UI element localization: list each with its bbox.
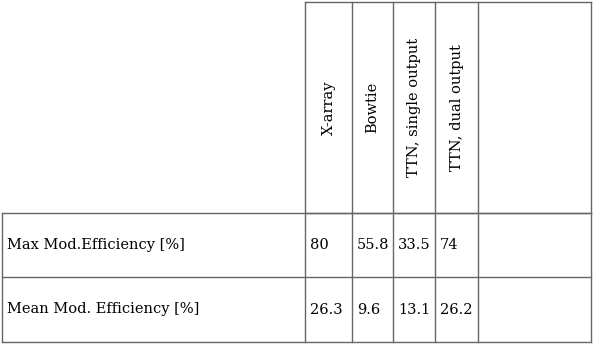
Text: 33.5: 33.5 <box>398 238 431 252</box>
Text: Mean Mod. Efficiency [%]: Mean Mod. Efficiency [%] <box>7 303 199 317</box>
Text: Bowtie: Bowtie <box>365 82 380 133</box>
Text: Max Mod.Efficiency [%]: Max Mod.Efficiency [%] <box>7 238 185 252</box>
Text: 26.3: 26.3 <box>309 303 342 317</box>
Text: 13.1: 13.1 <box>398 303 430 317</box>
Bar <box>2 213 591 342</box>
Text: 55.8: 55.8 <box>357 238 389 252</box>
Text: X-array: X-array <box>321 80 336 135</box>
Text: 9.6: 9.6 <box>357 303 380 317</box>
Text: TTN, dual output: TTN, dual output <box>450 44 463 171</box>
Bar <box>305 2 591 213</box>
Text: TTN, single output: TTN, single output <box>407 38 421 177</box>
Text: 80: 80 <box>309 238 328 252</box>
Text: 74: 74 <box>440 238 458 252</box>
Text: 26.2: 26.2 <box>440 303 472 317</box>
